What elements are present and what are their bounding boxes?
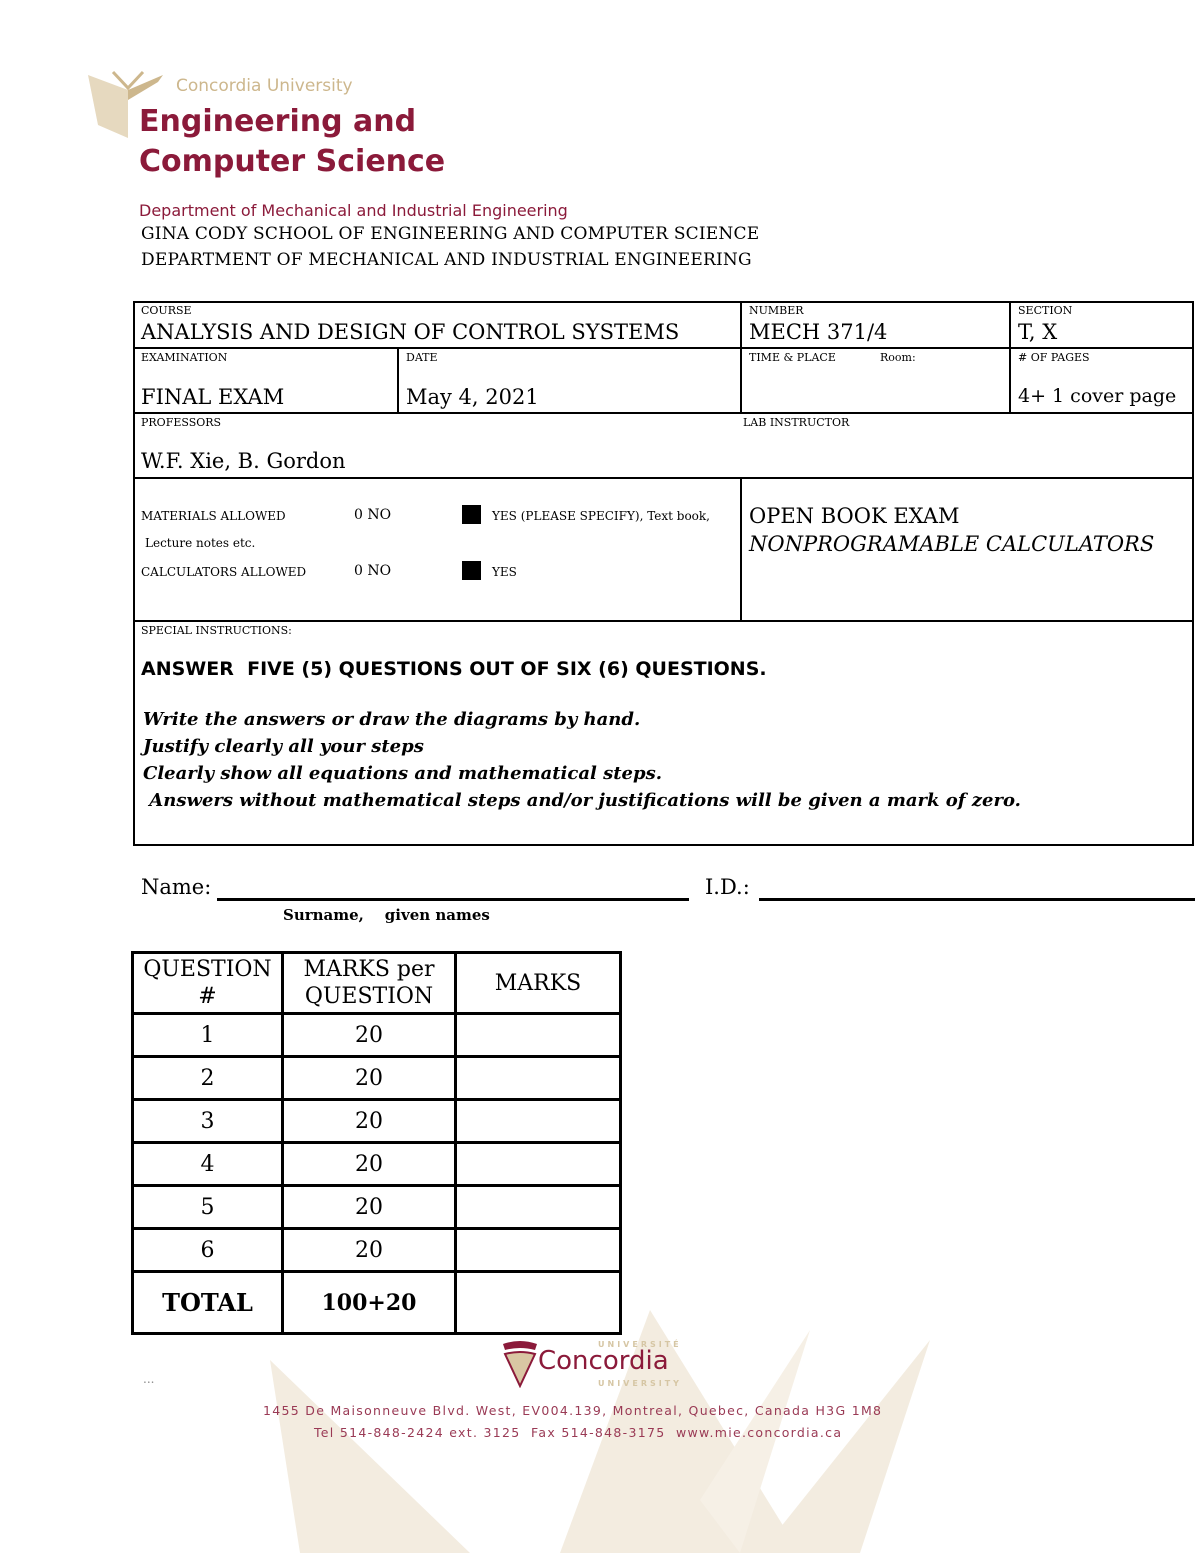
marks-per-question: 20 xyxy=(281,1098,457,1144)
total-marks: 100+20 xyxy=(281,1270,457,1335)
marks-per-question: 20 xyxy=(281,1141,457,1187)
exam-info-form xyxy=(133,301,1194,846)
school-title: GINA CODY SCHOOL OF ENGINEERING AND COMP… xyxy=(141,224,760,244)
watermark-star-icon xyxy=(270,1310,930,1553)
table-row: 4 20 xyxy=(131,1141,622,1187)
course-label: COURSE xyxy=(141,304,192,317)
question-number: 3 xyxy=(131,1098,284,1144)
total-row: TOTAL 100+20 xyxy=(131,1270,622,1335)
marks-cell[interactable] xyxy=(454,1184,622,1230)
materials-no-option[interactable]: 0 NO xyxy=(354,507,392,523)
question-number: 5 xyxy=(131,1184,284,1230)
logo-faculty-line2: Computer Science xyxy=(139,144,446,179)
number-label: NUMBER xyxy=(749,304,804,317)
id-field[interactable] xyxy=(759,898,1195,901)
course-value: ANALYSIS AND DESIGN OF CONTROL SYSTEMS xyxy=(141,320,680,344)
concordia-shield-icon xyxy=(503,1341,537,1388)
footer-logo-bottom: UNIVERSITY xyxy=(598,1379,682,1388)
instruction-line: Answers without mathematical steps and/o… xyxy=(143,790,1021,811)
name-label: Name: xyxy=(141,875,212,899)
materials-yes-label: YES (PLEASE SPECIFY), Text book, xyxy=(492,509,710,523)
concordia-book-logo-icon xyxy=(88,70,163,138)
special-instructions-main: ANSWER FIVE (5) QUESTIONS OUT OF SIX (6)… xyxy=(141,658,767,680)
marks-per-question: 20 xyxy=(281,1227,457,1273)
open-book-note: OPEN BOOK EXAM xyxy=(749,504,960,528)
section-value: T, X xyxy=(1018,320,1058,344)
table-row: 3 20 xyxy=(131,1098,622,1144)
section-label: SECTION xyxy=(1018,304,1073,317)
header-marks-per-question: MARKS per QUESTION xyxy=(281,951,457,1015)
header-marks: MARKS xyxy=(454,951,622,1015)
special-instructions-label: SPECIAL INSTRUCTIONS: xyxy=(141,624,292,637)
id-label: I.D.: xyxy=(705,875,750,899)
marks-cell[interactable] xyxy=(454,1141,622,1187)
materials-note: Lecture notes etc. xyxy=(145,536,256,550)
table-row: 2 20 xyxy=(131,1055,622,1101)
footer-contact: Tel 514-848-2424 ext. 3125 Fax 514-848-3… xyxy=(314,1425,843,1440)
logo-faculty-line1: Engineering and xyxy=(139,104,417,139)
time-place-label: TIME & PLACE xyxy=(749,351,836,364)
number-value: MECH 371/4 xyxy=(749,320,888,344)
footer-logo: Concordia xyxy=(538,1346,669,1376)
marks-per-question: 20 xyxy=(281,1012,457,1058)
logo-university: Concordia University xyxy=(176,76,353,96)
department-title: DEPARTMENT OF MECHANICAL AND INDUSTRIAL … xyxy=(141,250,752,270)
pages-value: 4+ 1 cover page xyxy=(1018,385,1177,407)
footer-address: 1455 De Maisonneuve Blvd. West, EV004.13… xyxy=(263,1403,883,1418)
professors-label: PROFESSORS xyxy=(141,416,222,429)
calculators-yes-label: YES xyxy=(492,565,517,579)
calculators-label: CALCULATORS ALLOWED xyxy=(141,565,307,579)
question-number: 2 xyxy=(131,1055,284,1101)
instruction-line: Justify clearly all your steps xyxy=(143,736,424,757)
marks-cell[interactable] xyxy=(454,1227,622,1273)
date-value: May 4, 2021 xyxy=(406,385,539,409)
date-label: DATE xyxy=(406,351,438,364)
marks-cell[interactable] xyxy=(454,1012,622,1058)
question-number: 4 xyxy=(131,1141,284,1187)
table-row: 5 20 xyxy=(131,1184,622,1230)
instruction-line: Write the answers or draw the diagrams b… xyxy=(143,709,641,730)
exam-value: FINAL EXAM xyxy=(141,385,285,409)
name-hint: Surname, given names xyxy=(283,906,490,924)
marks-per-question: 20 xyxy=(281,1184,457,1230)
table-header-row: QUESTION # MARKS per QUESTION MARKS xyxy=(131,951,622,1015)
pages-label: # OF PAGES xyxy=(1018,351,1090,364)
ellipsis: ... xyxy=(143,1372,155,1386)
materials-label: MATERIALS ALLOWED xyxy=(141,509,286,523)
total-label: TOTAL xyxy=(131,1270,284,1335)
logo-department: Department of Mechanical and Industrial … xyxy=(139,201,568,220)
table-row: 1 20 xyxy=(131,1012,622,1058)
logo-faculty: Engineering and Computer Science xyxy=(139,102,445,182)
header-question: QUESTION # xyxy=(131,951,284,1015)
materials-yes-checkbox[interactable] xyxy=(462,505,481,524)
exam-label: EXAMINATION xyxy=(141,351,228,364)
total-marks-cell[interactable] xyxy=(454,1270,622,1335)
instruction-line: Clearly show all equations and mathemati… xyxy=(143,763,662,784)
calculators-note: NONPROGRAMABLE CALCULATORS xyxy=(749,532,1155,556)
marks-table: QUESTION # MARKS per QUESTION MARKS 1 20 … xyxy=(131,951,622,1335)
question-number: 6 xyxy=(131,1227,284,1273)
room-label: Room: xyxy=(880,351,916,364)
marks-per-question: 20 xyxy=(281,1055,457,1101)
calculators-no-option[interactable]: 0 NO xyxy=(354,563,392,579)
professors-value: W.F. Xie, B. Gordon xyxy=(141,449,346,473)
table-row: 6 20 xyxy=(131,1227,622,1273)
calculators-yes-checkbox[interactable] xyxy=(462,561,481,580)
lab-instructor-label: LAB INSTRUCTOR xyxy=(743,416,850,429)
marks-cell[interactable] xyxy=(454,1098,622,1144)
name-field[interactable] xyxy=(217,898,689,901)
footer-logo-top: UNIVERSITÉ xyxy=(598,1340,682,1349)
marks-cell[interactable] xyxy=(454,1055,622,1101)
question-number: 1 xyxy=(131,1012,284,1058)
